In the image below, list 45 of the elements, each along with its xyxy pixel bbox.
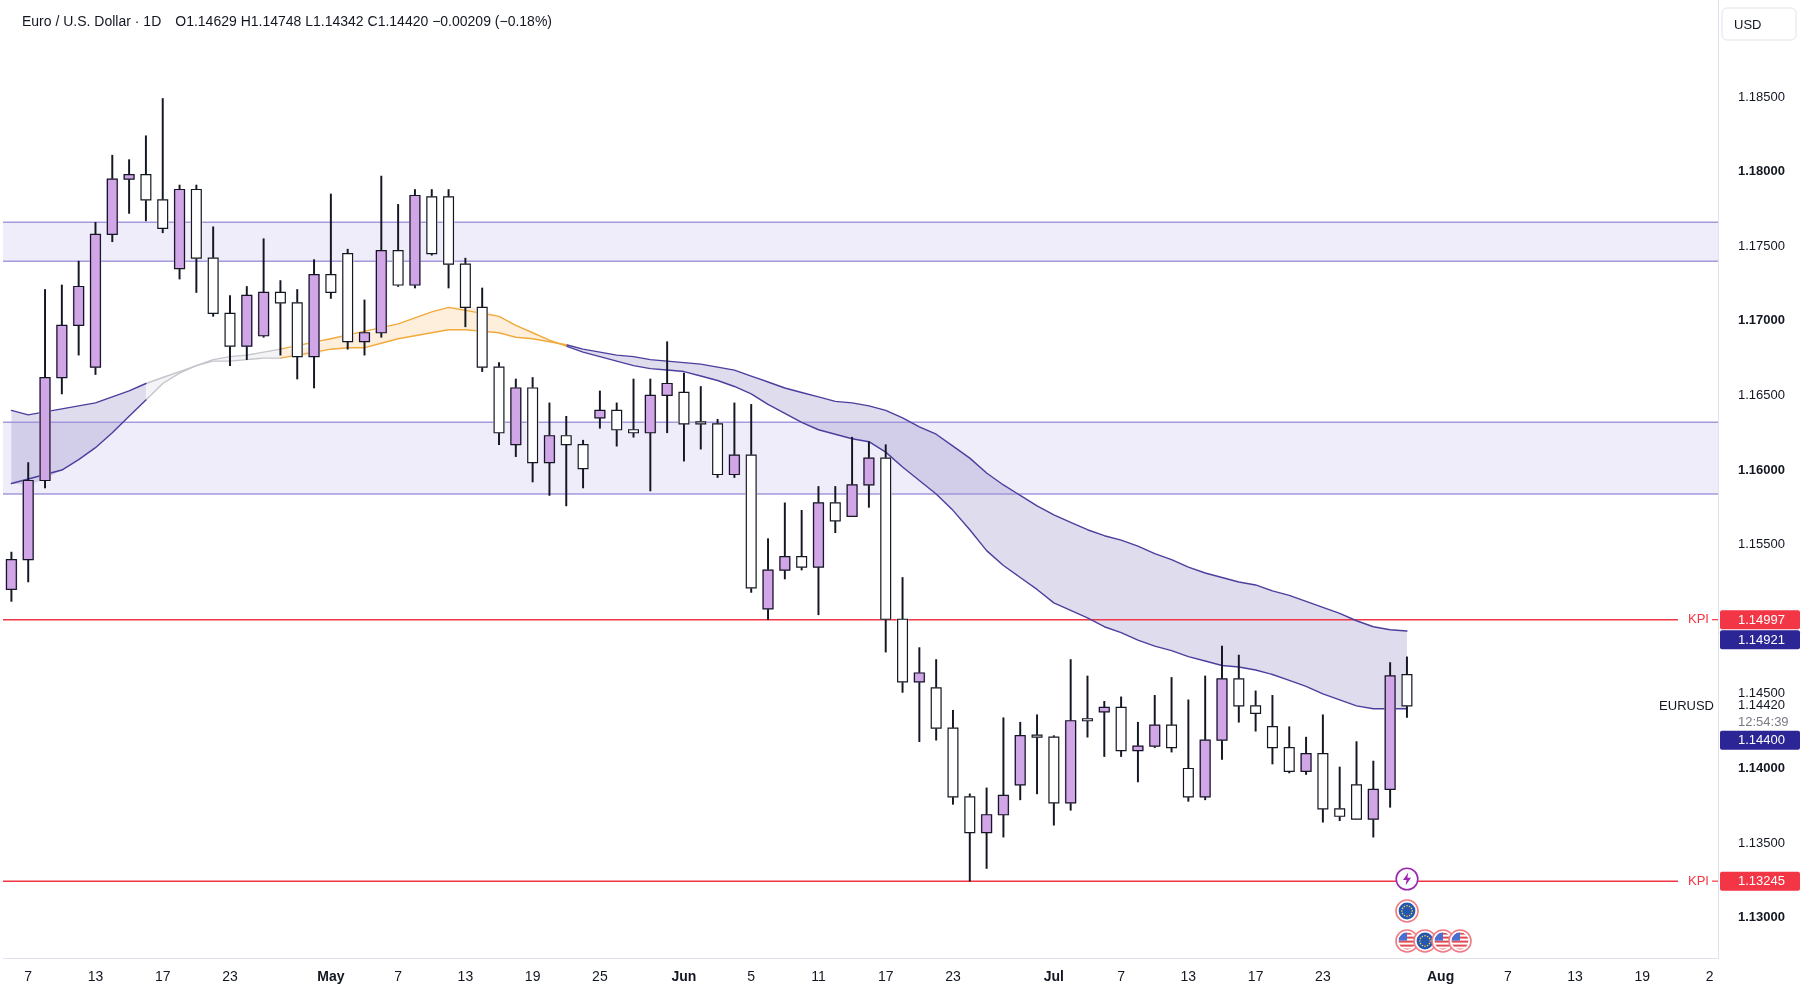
ref-line-label: KPI	[1688, 611, 1709, 627]
y-tick-label: 1.17500	[1738, 237, 1785, 253]
x-tick-label: 13	[457, 968, 474, 985]
x-tick-label: 13	[1567, 968, 1584, 985]
text: 1.13245	[1738, 873, 1785, 889]
y-tick-label: 1.16000	[1738, 461, 1785, 477]
text: 1.14400	[1738, 732, 1785, 748]
y-tick-label: 1.13000	[1738, 909, 1785, 925]
y-tick-label: 1.16500	[1738, 387, 1785, 403]
x-tick-label: 23	[222, 968, 238, 985]
x-tick-label: 13	[1180, 968, 1197, 985]
x-tick-label: 17	[154, 968, 171, 985]
x-tick-label: 23	[945, 968, 961, 985]
text: 1.14921	[1738, 631, 1785, 647]
x-tick-label: 7	[24, 968, 33, 985]
x-tick-label: Jun	[671, 968, 697, 985]
text: Euro / U.S. Dollar · 1D	[22, 12, 162, 29]
x-tick-label: May	[317, 968, 345, 985]
x-tick-label: 5	[747, 968, 756, 985]
x-tick-label: 17	[1247, 968, 1264, 985]
annotation: EURUSD	[1659, 697, 1714, 713]
y-tick-label: 1.15500	[1738, 536, 1785, 552]
y-axis-title: USD	[1734, 16, 1762, 32]
x-tick-label: 25	[592, 968, 608, 985]
x-tick-label: 2	[1705, 968, 1714, 985]
text: 1.14997	[1738, 611, 1785, 627]
x-tick-label: 7	[1117, 968, 1126, 985]
y-tick-label: 1.18500	[1738, 88, 1785, 104]
x-tick-label: 23	[1315, 968, 1331, 985]
ref-line-label: KPI	[1688, 872, 1709, 888]
text: 12:54:39	[1738, 714, 1789, 730]
y-tick-label: 1.17000	[1738, 312, 1785, 328]
x-tick-label: 17	[877, 968, 894, 985]
x-tick-label: 19	[1634, 968, 1651, 985]
x-tick-label: 13	[87, 968, 104, 985]
x-tick-label: 19	[524, 968, 541, 985]
x-tick-label: Aug	[1426, 968, 1455, 985]
x-tick-label: 7	[394, 968, 403, 985]
y-tick-label: 1.18000	[1738, 163, 1785, 179]
x-tick-label: 11	[811, 968, 826, 985]
y-tick-label: 1.13500	[1738, 834, 1785, 850]
text: O1.14629 H1.14748 L1.14342 C1.14420 −0.00209 (−0.18%)	[175, 12, 553, 29]
x-tick-label: 7	[1503, 968, 1512, 985]
y-tick-label: 1.14000	[1738, 760, 1785, 776]
x-tick-label: Jul	[1043, 968, 1064, 985]
